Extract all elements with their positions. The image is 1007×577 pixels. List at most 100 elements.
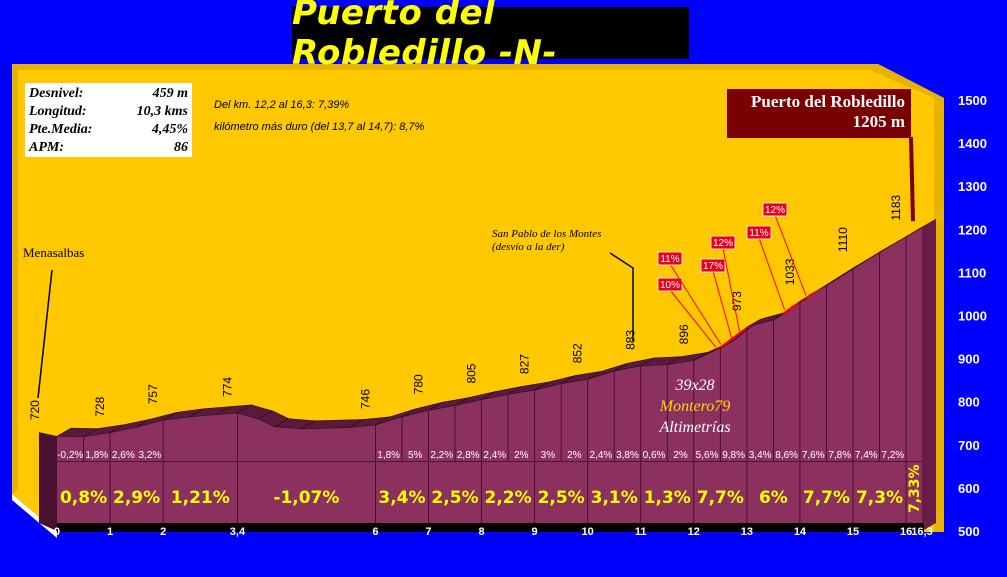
half-km-slope-label: 7,6% xyxy=(802,450,825,461)
km-slope-label: 6% xyxy=(759,488,788,508)
km-slope-label: 7,7% xyxy=(803,488,850,508)
half-km-slope-label: 5% xyxy=(408,450,423,461)
x-tick-label: 15 xyxy=(847,526,859,538)
half-km-slope-label: 3,8% xyxy=(616,450,639,461)
profile-area xyxy=(57,227,922,531)
altitude-label: 728 xyxy=(93,396,107,416)
stat-value: 10,3 kms xyxy=(136,104,188,119)
y-tick-label: 600 xyxy=(958,481,980,496)
x-tick-label: 0 xyxy=(54,526,60,538)
chart-title: Puerto del Robledillo -N- xyxy=(292,0,558,73)
y-tick-label: 500 xyxy=(958,524,980,539)
altitude-label: 973 xyxy=(730,291,744,311)
ramp-badge-label: 11% xyxy=(660,254,679,265)
note-final-section: Del km. 12,2 al 16,3: 7,39% xyxy=(214,99,350,111)
gear-ratio: 39x28 xyxy=(674,377,714,394)
ramp-leader-line xyxy=(669,263,722,345)
profile-right-face xyxy=(922,219,936,531)
x-tick-label: 8 xyxy=(478,526,484,538)
altitude-label: 746 xyxy=(358,389,372,409)
ramp-badge xyxy=(762,202,788,217)
title-banner: Puerto del Robledillo -N- xyxy=(292,0,689,73)
stat-row: Desnivel: 459 m xyxy=(29,85,188,103)
km-slope-label: 7,7% xyxy=(697,488,744,508)
altitude-label: 757 xyxy=(146,384,160,404)
stat-value: 459 m xyxy=(152,86,188,101)
altitude-label: 774 xyxy=(220,377,234,397)
altitude-label: 852 xyxy=(571,343,585,363)
half-km-slope-label: 2% xyxy=(514,450,529,461)
altitude-label: 827 xyxy=(518,354,532,374)
km-slope-label: 1,3% xyxy=(644,488,691,508)
half-km-slope-label: 2,4% xyxy=(483,450,506,461)
x-tick-label: 13 xyxy=(741,526,753,538)
km-slope-label: 2,9% xyxy=(113,488,160,508)
ramp-badge-label: 17% xyxy=(703,261,723,272)
half-km-slope-label: 3% xyxy=(541,450,556,461)
stat-label: Desnivel: xyxy=(29,86,84,101)
x-tick-label: 2 xyxy=(160,526,166,538)
ramp-badge-label: 12% xyxy=(713,238,733,249)
half-km-slope-label: 7,2% xyxy=(881,450,904,461)
km-slope-label: 7,3% xyxy=(856,488,903,508)
half-km-slope-label: 7,4% xyxy=(855,450,878,461)
y-tick-label: 1200 xyxy=(958,222,987,237)
ramp-badge-label: 12% xyxy=(765,205,785,216)
altitude-label: 780 xyxy=(411,374,425,394)
profile-left-face xyxy=(39,432,57,531)
altitude-label: 1033 xyxy=(783,258,797,285)
ramp-badge-label: 11% xyxy=(749,228,768,239)
ramp-badge xyxy=(710,235,736,250)
panel-bottom-edge xyxy=(12,494,57,538)
ramp-leader-line xyxy=(722,247,741,332)
altitude-label: 1110 xyxy=(836,227,850,252)
steep-ramp-patch xyxy=(714,324,754,351)
stat-label: Pte.Media: xyxy=(29,122,93,137)
y-tick-label: 1000 xyxy=(958,309,987,324)
start-town-label: Menasalbas xyxy=(23,245,84,260)
half-km-slope-label: -0,2% xyxy=(57,450,83,461)
x-tick-label: 16,3 xyxy=(911,526,932,538)
summit-box: Puerto del Robledillo 1205 m xyxy=(727,89,911,138)
half-km-slope-label: 2% xyxy=(567,450,582,461)
x-tick-label: 1 xyxy=(107,526,113,538)
half-km-slope-label: 1,8% xyxy=(85,450,108,461)
half-km-slope-label: 7,8% xyxy=(828,450,851,461)
km-slope-label: 3,4% xyxy=(378,488,425,508)
summit-name: Puerto del Robledillo xyxy=(751,92,905,111)
x-tick-label: 6 xyxy=(372,526,378,538)
ramp-badge xyxy=(657,251,683,266)
half-km-slope-label: 5,6% xyxy=(696,450,719,461)
half-km-slope-label: 3,2% xyxy=(138,450,161,461)
junction-label: San Pablo de los Montes xyxy=(492,228,601,240)
ramp-badge xyxy=(746,225,772,240)
x-tick-label: 14 xyxy=(794,526,807,538)
author-credit: Montero79 xyxy=(659,398,731,415)
km-slope-label: 1,21% xyxy=(171,488,230,508)
ramp-badge xyxy=(700,258,726,273)
junction-note: (desvío a la der) xyxy=(492,241,565,253)
stats-box: Desnivel: 459 m Longitud: 10,3 kms Pte.Med… xyxy=(25,83,192,157)
y-tick-label: 700 xyxy=(958,438,980,453)
y-tick-label: 1100 xyxy=(958,265,986,280)
y-tick-label: 1500 xyxy=(958,93,987,108)
ramp-leader-line xyxy=(712,270,733,339)
stat-row: APM: 86 xyxy=(29,139,188,157)
y-tick-label: 1300 xyxy=(958,179,987,194)
site-credit: Altimetrías xyxy=(658,419,730,436)
y-tick-label: 1400 xyxy=(958,136,987,151)
x-axis-bar xyxy=(57,523,924,532)
summit-pole xyxy=(909,136,915,222)
half-km-slope-label: 2,8% xyxy=(457,450,480,461)
note-hardest-km: kilómetro más duro (del 13,7 al 14,7): 8… xyxy=(214,121,425,133)
ramp-badge-label: 10% xyxy=(660,280,680,291)
x-tick-label: 12 xyxy=(688,526,700,538)
x-tick-label: 3,4 xyxy=(230,526,246,538)
half-km-slope-label: 9,8% xyxy=(722,450,745,461)
km-slope-label: 2,2% xyxy=(484,488,531,508)
half-km-slope-label: 8,6% xyxy=(775,450,798,461)
summit-altitude: 1205 m xyxy=(852,112,905,131)
ramp-leader-line xyxy=(774,214,807,296)
